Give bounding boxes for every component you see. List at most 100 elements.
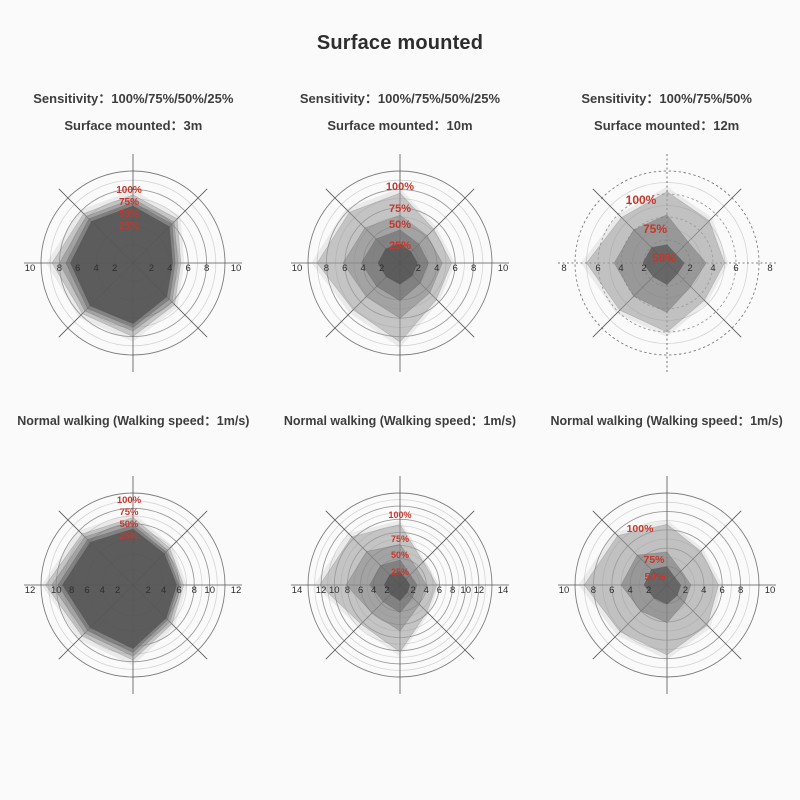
tick-label: 14 <box>292 585 303 596</box>
tick-label: 8 <box>69 585 74 596</box>
series-label-50pct: 50% <box>119 209 139 220</box>
tick-label: 14 <box>498 585 509 596</box>
tick-label: 6 <box>342 263 347 274</box>
sensitivity-label-10m: Sensitivity：100%/75%/50%/25% <box>299 91 501 106</box>
radar-chart-sensitivity-10m: 2 2 4 4 6 6 8 8 10 10 100% 75% 50% 25% <box>290 154 509 372</box>
series-label-100pct: 100% <box>625 193 656 207</box>
tick-label: 10 <box>51 585 62 596</box>
tick-label: 2 <box>112 263 117 274</box>
chart-cell-sensitivity-12m: Sensitivity：100%/75%/50% Surface mounted… <box>533 90 800 378</box>
series-label-50pct: 50% <box>652 251 676 265</box>
tick-label: 4 <box>94 263 99 274</box>
tick-label: 12 <box>25 585 36 596</box>
walking-label-10m: Normal walking (Walking speed：1m/s) <box>283 414 517 428</box>
tick-label: 2 <box>149 263 154 274</box>
tick-label: 2 <box>687 263 692 274</box>
tick-label: 6 <box>733 263 738 274</box>
tick-label: 6 <box>177 585 182 596</box>
series-label-100pct: 100% <box>386 181 414 193</box>
tick-label: 4 <box>424 585 429 596</box>
tick-label: 6 <box>453 263 458 274</box>
tick-label: 6 <box>437 585 442 596</box>
tick-label: 10 <box>231 263 242 274</box>
series-polygon-25pct <box>377 243 418 285</box>
tick-label: 4 <box>361 263 366 274</box>
tick-label: 12 <box>231 585 242 596</box>
tick-label: 2 <box>379 263 384 274</box>
tick-label: 12 <box>474 585 485 596</box>
tick-label: 8 <box>57 263 62 274</box>
tick-label: 12 <box>316 585 327 596</box>
series-label-50pct: 50% <box>389 219 411 231</box>
series-label-50pct: 50% <box>391 550 409 560</box>
tick-label: 4 <box>100 585 105 596</box>
mount-height-label-3m: Surface mounted：3m <box>64 118 203 133</box>
tick-label: 8 <box>345 585 350 596</box>
tick-label: 8 <box>471 263 476 274</box>
tick-label: 8 <box>450 585 455 596</box>
tick-label: 4 <box>167 263 172 274</box>
series-label-75pct: 75% <box>120 507 140 518</box>
tick-label: 2 <box>682 585 687 596</box>
series-polygon-50pct <box>643 566 681 605</box>
tick-label: 8 <box>738 585 743 596</box>
tick-label: 6 <box>186 263 191 274</box>
series-label-75pct: 75% <box>643 554 665 566</box>
series-polygon-50pct <box>642 244 685 286</box>
tick-label: 10 <box>558 585 569 596</box>
sensitivity-label-3m: Sensitivity：100%/75%/50%/25% <box>33 91 234 106</box>
tick-label: 6 <box>85 585 90 596</box>
series-label-100pct: 100% <box>388 510 411 520</box>
chart-cell-walking-12m: Normal walking (Walking speed：1m/s) 2 2 4 4… <box>533 412 800 700</box>
tick-label: 10 <box>764 585 775 596</box>
tick-label: 10 <box>292 263 303 274</box>
tick-label: 10 <box>498 263 509 274</box>
page-title: Surface mounted <box>316 32 484 54</box>
tick-label: 2 <box>410 585 415 596</box>
tick-label: 10 <box>25 263 36 274</box>
tick-label: 8 <box>192 585 197 596</box>
series-label-75pct: 75% <box>391 534 409 544</box>
series-polygon-25pct <box>383 571 411 602</box>
tick-label: 6 <box>719 585 724 596</box>
series-label-50pct: 50% <box>644 571 666 583</box>
tick-label: 4 <box>161 585 166 596</box>
tick-label: 8 <box>767 263 772 274</box>
series-label-25pct: 25% <box>389 240 411 252</box>
radar-chart-walking-12m: 2 2 4 4 6 6 8 8 10 10 100% 75% 50% <box>557 476 776 694</box>
series-label-25pct: 25% <box>120 531 140 542</box>
tick-label: 4 <box>371 585 376 596</box>
tick-label: 6 <box>358 585 363 596</box>
series-label-50pct: 50% <box>120 519 140 530</box>
tick-label: 4 <box>627 585 632 596</box>
chart-cell-sensitivity-10m: Sensitivity：100%/75%/50%/25% Surface mou… <box>267 90 534 378</box>
tick-label: 2 <box>416 263 421 274</box>
tick-label: 10 <box>460 585 471 596</box>
series-label-100pct: 100% <box>117 495 142 506</box>
tick-label: 2 <box>115 585 120 596</box>
chart-cell-sensitivity-3m: Sensitivity：100%/75%/50%/25% Surface mou… <box>0 90 267 378</box>
tick-label: 4 <box>434 263 439 274</box>
tick-label: 10 <box>329 585 340 596</box>
tick-label: 6 <box>595 263 600 274</box>
tick-label: 8 <box>204 263 209 274</box>
series-label-75pct: 75% <box>643 222 667 236</box>
series-label-75pct: 75% <box>389 203 411 215</box>
series-label-100pct: 100% <box>117 185 143 196</box>
sensitivity-label-12m: Sensitivity：100%/75%/50% <box>581 91 752 106</box>
tick-label: 8 <box>324 263 329 274</box>
walking-label-12m: Normal walking (Walking speed：1m/s) <box>550 414 783 428</box>
radar-chart-sensitivity-3m: 2 2 4 4 6 6 8 8 10 10 100%75%50%25% <box>24 154 243 372</box>
tick-label: 4 <box>710 263 715 274</box>
tick-label: 6 <box>609 585 614 596</box>
series-label-25pct: 25% <box>391 567 409 577</box>
grid-ring-major <box>574 170 760 356</box>
radar-chart-sensitivity-12m: 2 2 4 4 6 6 8 8 100% 75% 50% <box>557 154 776 372</box>
tick-label: 2 <box>646 585 651 596</box>
series-label-25pct: 25% <box>119 221 139 232</box>
